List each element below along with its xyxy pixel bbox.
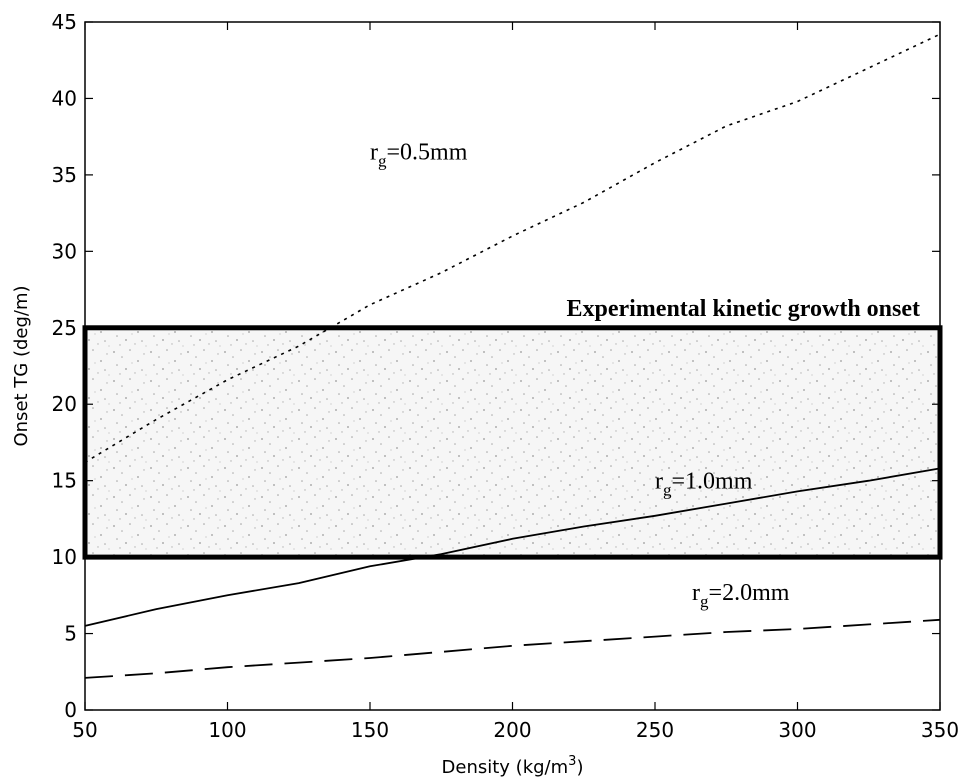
series-line-dashed [84,618,941,679]
x-tick-label: 50 [72,718,97,742]
band-layer [82,325,943,560]
band-label: Experimental kinetic growth onset [566,296,920,322]
series-label-dashed: rg=2.0mm [692,580,790,611]
x-axis-label: Density (kg/m3) [442,754,584,778]
x-tick-label: 100 [208,718,246,742]
y-tick-label: 15 [52,469,77,493]
label-layer: Experimental kinetic growth onset rg=0.5m… [370,140,920,611]
series-label-solid: rg=1.0mm [655,468,753,499]
experimental-band [82,325,943,560]
series-line-solid [84,467,941,627]
y-tick-label: 0 [64,698,77,722]
x-tick-label: 250 [636,718,674,742]
y-tick-label: 10 [52,545,77,569]
x-tick-label: 300 [778,718,816,742]
y-axis-label: Onset TG (deg/m) [11,285,32,446]
y-tick-label: 30 [52,239,77,263]
series-label-dotted: rg=0.5mm [370,140,468,171]
y-tick-label: 20 [52,392,77,416]
y-tick-label: 40 [52,86,77,110]
x-tick-label: 200 [493,718,531,742]
x-tick-label: 350 [921,718,959,742]
series-layer [84,33,941,679]
y-tick-label: 35 [52,163,77,187]
axes-layer: 50 100 150 200 250 300 350 0 5 10 15 20 25 30 35 40 45 De… [11,10,959,778]
y-tick-label: 5 [64,622,77,646]
x-tick-label: 150 [351,718,389,742]
y-tick-label: 45 [52,10,77,34]
y-tick-label: 25 [52,316,77,340]
